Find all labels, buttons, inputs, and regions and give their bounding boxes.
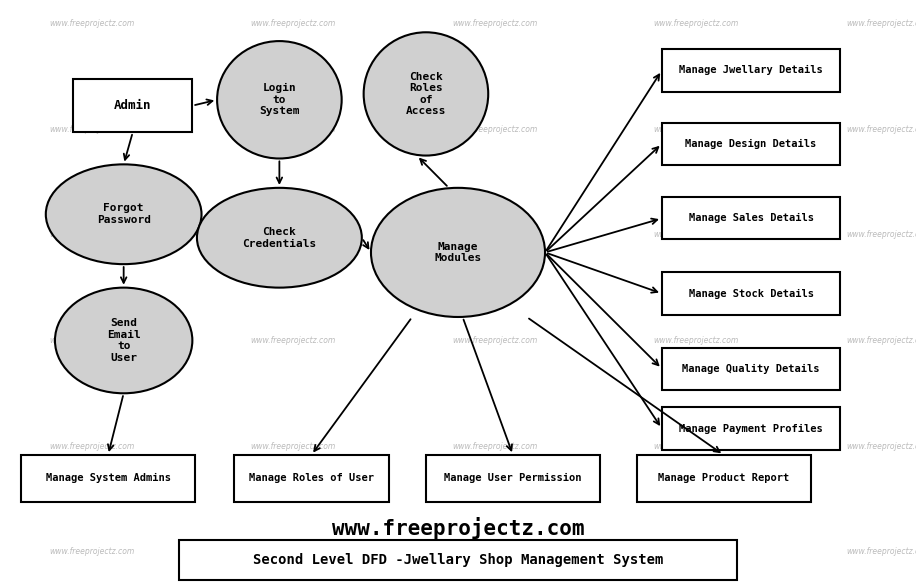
Text: Manage Roles of User: Manage Roles of User bbox=[249, 473, 374, 484]
Text: Manage System Admins: Manage System Admins bbox=[46, 473, 170, 484]
Text: www.freeprojectz.com: www.freeprojectz.com bbox=[845, 441, 916, 451]
Text: www.freeprojectz.com: www.freeprojectz.com bbox=[653, 547, 739, 556]
Text: www.freeprojectz.com: www.freeprojectz.com bbox=[250, 19, 336, 28]
Text: www.freeprojectz.com: www.freeprojectz.com bbox=[845, 19, 916, 28]
Bar bbox=[21, 455, 195, 502]
Text: www.freeprojectz.com: www.freeprojectz.com bbox=[653, 124, 739, 134]
Bar bbox=[661, 407, 841, 450]
Text: Manage Quality Details: Manage Quality Details bbox=[682, 363, 820, 374]
Text: Manage Payment Profiles: Manage Payment Profiles bbox=[680, 423, 823, 434]
Text: www.freeprojectz.com: www.freeprojectz.com bbox=[250, 336, 336, 345]
Ellipse shape bbox=[197, 188, 362, 288]
Text: www.freeprojectz.com: www.freeprojectz.com bbox=[653, 336, 739, 345]
Text: www.freeprojectz.com: www.freeprojectz.com bbox=[49, 124, 135, 134]
Bar bbox=[73, 79, 192, 132]
Text: www.freeprojectz.com: www.freeprojectz.com bbox=[452, 547, 538, 556]
Bar bbox=[426, 455, 600, 502]
Text: www.freeprojectz.com: www.freeprojectz.com bbox=[250, 230, 336, 239]
Text: Manage
Modules: Manage Modules bbox=[434, 242, 482, 263]
Text: www.freeprojectz.com: www.freeprojectz.com bbox=[49, 547, 135, 556]
Text: www.freeprojectz.com: www.freeprojectz.com bbox=[653, 19, 739, 28]
Text: www.freeprojectz.com: www.freeprojectz.com bbox=[845, 124, 916, 134]
Text: Manage User Permission: Manage User Permission bbox=[444, 473, 582, 484]
Text: www.freeprojectz.com: www.freeprojectz.com bbox=[49, 230, 135, 239]
Ellipse shape bbox=[217, 41, 342, 158]
Text: Forgot
Password: Forgot Password bbox=[97, 204, 150, 225]
Text: Check
Roles
of
Access: Check Roles of Access bbox=[406, 72, 446, 116]
Ellipse shape bbox=[371, 188, 545, 317]
Text: www.freeprojectz.com: www.freeprojectz.com bbox=[845, 336, 916, 345]
Text: www.freeprojectz.com: www.freeprojectz.com bbox=[452, 230, 538, 239]
Bar bbox=[637, 455, 811, 502]
Ellipse shape bbox=[46, 164, 202, 264]
Text: www.freeprojectz.com: www.freeprojectz.com bbox=[452, 124, 538, 134]
Text: www.freeprojectz.com: www.freeprojectz.com bbox=[332, 517, 584, 539]
Text: Manage Sales Details: Manage Sales Details bbox=[689, 213, 813, 224]
Text: Check
Credentials: Check Credentials bbox=[242, 227, 317, 248]
Ellipse shape bbox=[55, 288, 192, 393]
Ellipse shape bbox=[364, 32, 488, 156]
Text: www.freeprojectz.com: www.freeprojectz.com bbox=[250, 547, 336, 556]
Text: www.freeprojectz.com: www.freeprojectz.com bbox=[49, 336, 135, 345]
Text: www.freeprojectz.com: www.freeprojectz.com bbox=[250, 441, 336, 451]
Bar bbox=[661, 49, 841, 92]
Text: www.freeprojectz.com: www.freeprojectz.com bbox=[452, 441, 538, 451]
Text: www.freeprojectz.com: www.freeprojectz.com bbox=[49, 441, 135, 451]
Bar bbox=[234, 455, 389, 502]
Bar bbox=[179, 540, 737, 580]
Text: www.freeprojectz.com: www.freeprojectz.com bbox=[653, 230, 739, 239]
Text: Manage Stock Details: Manage Stock Details bbox=[689, 288, 813, 299]
Text: www.freeprojectz.com: www.freeprojectz.com bbox=[250, 124, 336, 134]
Bar bbox=[661, 197, 841, 239]
Bar bbox=[661, 348, 841, 390]
Text: Send
Email
to
User: Send Email to User bbox=[107, 318, 140, 363]
Text: www.freeprojectz.com: www.freeprojectz.com bbox=[845, 230, 916, 239]
Bar bbox=[661, 123, 841, 165]
Text: www.freeprojectz.com: www.freeprojectz.com bbox=[653, 441, 739, 451]
Text: Second Level DFD -Jwellary Shop Management System: Second Level DFD -Jwellary Shop Manageme… bbox=[253, 553, 663, 567]
Text: Manage Product Report: Manage Product Report bbox=[658, 473, 790, 484]
Text: www.freeprojectz.com: www.freeprojectz.com bbox=[49, 19, 135, 28]
Text: www.freeprojectz.com: www.freeprojectz.com bbox=[845, 547, 916, 556]
Text: Manage Design Details: Manage Design Details bbox=[685, 139, 817, 149]
Text: www.freeprojectz.com: www.freeprojectz.com bbox=[452, 336, 538, 345]
Text: www.freeprojectz.com: www.freeprojectz.com bbox=[452, 19, 538, 28]
Text: Admin: Admin bbox=[114, 99, 151, 112]
Bar bbox=[661, 272, 841, 315]
Text: Manage Jwellary Details: Manage Jwellary Details bbox=[680, 65, 823, 76]
Text: Login
to
System: Login to System bbox=[259, 83, 300, 116]
